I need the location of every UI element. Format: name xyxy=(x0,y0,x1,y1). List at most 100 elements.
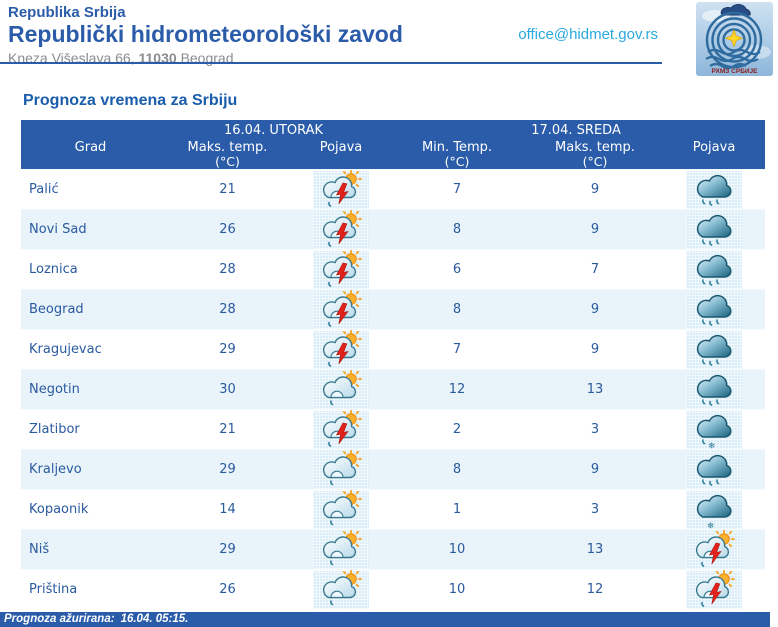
icon-box: ❄ xyxy=(686,490,743,530)
day2-phenomenon-cell xyxy=(663,449,766,490)
svg-text:❄: ❄ xyxy=(707,521,714,530)
sun-shower-icon xyxy=(322,369,362,405)
thunder-shower-icon xyxy=(695,569,735,607)
day2-min-temp: 8 xyxy=(387,449,527,490)
day2-max-temp: 12 xyxy=(586,582,604,597)
city-name: Negotin xyxy=(21,369,160,410)
day2-max-temp: 9 xyxy=(527,449,663,490)
day2-max-temp: 7 xyxy=(590,262,600,277)
thunder-shower-icon xyxy=(322,169,362,207)
city-name: Loznica xyxy=(29,262,78,277)
rain-icon xyxy=(696,254,732,286)
day1-max-temp: 28 xyxy=(160,289,295,330)
day1-max-temp: 29 xyxy=(160,449,295,490)
day1-phenomenon-cell xyxy=(295,489,387,530)
day1-phenomenon-cell xyxy=(295,569,387,610)
day1-phenomenon-cell xyxy=(295,249,387,290)
icon-box xyxy=(313,209,369,249)
update-value: 16.04. 05:15. xyxy=(120,613,189,625)
lightning-bolt xyxy=(335,222,349,244)
city-name: Palić xyxy=(29,182,59,197)
city-name: Beograd xyxy=(21,289,160,330)
day2-max-temp: 9 xyxy=(527,289,663,330)
day2-phenomenon-cell xyxy=(663,289,766,330)
icon-box xyxy=(686,529,743,569)
page-title: Prognoza vremena za Srbiju xyxy=(23,92,238,109)
col-header-day2-min: Min. Temp. (°C) xyxy=(387,140,527,170)
day2-max-temp: 3 xyxy=(590,422,600,437)
icon-box xyxy=(313,449,369,489)
col-header-day2-max: Maks. temp. (°C) xyxy=(527,140,663,170)
snow-icon: ❄ xyxy=(696,494,732,530)
table-row: Priština 26 10 12 xyxy=(21,569,766,610)
svg-text:❄: ❄ xyxy=(708,441,715,450)
city-name: Kraljevo xyxy=(21,449,160,490)
table-row: Kopaonik 14 1 3 ❄ xyxy=(21,489,766,530)
col-header-day1-max: Maks. temp. (°C) xyxy=(160,140,295,170)
rain-icon xyxy=(696,214,732,246)
icon-box: ❄ xyxy=(686,410,743,450)
lightning-bolt xyxy=(335,342,349,364)
city-name: Kopaonik xyxy=(29,502,89,517)
day2-max-temp: 13 xyxy=(527,369,663,410)
rhmz-logo-icon: РХМЗ СРБИЈЕ xyxy=(696,2,773,76)
day2-max-temp: 9 xyxy=(590,342,600,357)
day2-phenomenon-cell: ❄ xyxy=(663,410,765,450)
rain-icon xyxy=(696,174,732,206)
day2-phenomenon-cell xyxy=(663,170,765,210)
icon-box xyxy=(313,249,369,289)
table-row: Palić 21 7 9 xyxy=(21,169,766,210)
col-header-day1-phenomenon: Pojava xyxy=(295,140,387,170)
day2-phenomenon-cell xyxy=(663,209,766,250)
thunder-shower-icon xyxy=(322,409,362,447)
update-label: Prognoza ažurirana: xyxy=(4,613,115,625)
day1-max-temp: 26 xyxy=(160,209,295,250)
icon-box xyxy=(686,370,743,409)
day2-header: 17.04. SREDA xyxy=(387,120,766,140)
icon-box xyxy=(313,529,369,569)
sun-shower-icon xyxy=(322,569,362,605)
day1-header: 16.04. UTORAK xyxy=(160,120,387,140)
day1-max-temp: 14 xyxy=(219,502,236,517)
forecast-rows: Palić 21 7 9 Novi Sad 26 8 9 Loznica 28 6 7 Beograd 2… xyxy=(21,169,766,610)
rain-icon xyxy=(696,334,732,366)
lightning-bolt xyxy=(708,582,722,604)
day2-min-temp: 6 xyxy=(452,262,462,277)
org-block: Republika Srbija Republički hidrometeoro… xyxy=(8,4,403,67)
forecast-table: 16.04. UTORAK 17.04. SREDA Grad Maks. te… xyxy=(21,120,766,610)
day1-max-temp: 21 xyxy=(219,422,236,437)
day2-min-temp: 7 xyxy=(452,342,462,357)
col-header-day2-phenomenon: Pojava xyxy=(663,140,766,170)
icon-box xyxy=(686,569,743,609)
email-link[interactable]: office@hidmet.gov.rs xyxy=(518,26,658,43)
day2-min-temp: 2 xyxy=(452,422,462,437)
day2-min-temp: 10 xyxy=(387,529,527,570)
lightning-bolt xyxy=(335,182,349,204)
thunder-shower-icon xyxy=(695,529,735,567)
city-name: Kragujevac xyxy=(29,342,102,357)
day2-max-temp: 9 xyxy=(527,209,663,250)
day1-phenomenon-cell xyxy=(295,529,387,570)
icon-box xyxy=(313,489,369,529)
day1-max-temp: 21 xyxy=(219,182,236,197)
day1-max-temp: 29 xyxy=(160,529,295,570)
day2-min-temp: 7 xyxy=(452,182,462,197)
icon-box xyxy=(313,369,369,409)
svg-text:РХМЗ СРБИЈЕ: РХМЗ СРБИЈЕ xyxy=(711,68,758,75)
lightning-bolt xyxy=(335,302,349,324)
icon-box xyxy=(686,210,743,249)
day2-phenomenon-cell xyxy=(663,569,765,610)
city-name: Niš xyxy=(21,529,160,570)
day1-phenomenon-cell xyxy=(295,449,387,490)
icon-box xyxy=(313,329,369,369)
day1-phenomenon-cell xyxy=(295,289,387,330)
icon-box xyxy=(313,409,369,449)
day2-phenomenon-cell xyxy=(663,330,765,370)
icon-box xyxy=(686,330,743,369)
table-row: Beograd 28 8 9 xyxy=(21,289,766,330)
lightning-bolt xyxy=(335,422,349,444)
rain-icon xyxy=(696,294,732,326)
lightning-bolt xyxy=(335,262,349,284)
day1-max-temp: 30 xyxy=(160,369,295,410)
sleet-icon: ❄ xyxy=(696,414,732,450)
